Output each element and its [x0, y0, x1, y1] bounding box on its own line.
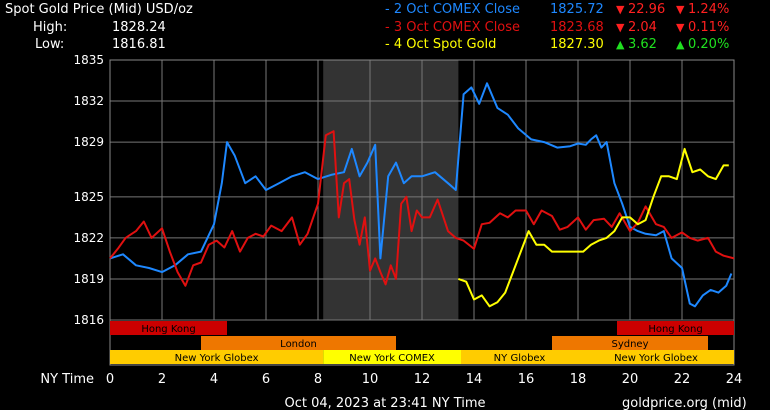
x-tick-label: 20 [622, 372, 639, 387]
session-band [110, 350, 324, 364]
session-label: Sydney [611, 339, 648, 350]
x-tick-label: 10 [362, 372, 379, 387]
x-tick-label: 22 [674, 372, 691, 387]
y-tick-label: 1825 [73, 190, 104, 204]
legend-change: 22.96 [628, 2, 666, 17]
down-arrow-icon: ▼ [616, 3, 625, 16]
legend-pct: 1.24% [688, 2, 730, 17]
x-tick-label: 16 [518, 372, 535, 387]
legend-pct: 0.20% [688, 37, 730, 52]
x-tick-label: 24 [726, 372, 743, 387]
x-tick-label: 14 [466, 372, 483, 387]
plot-frame [109, 59, 735, 366]
session-band [578, 350, 734, 364]
x-tick-label: 4 [210, 372, 218, 387]
down-arrow-icon: ▼ [676, 21, 685, 34]
up-arrow-icon: ▲ [676, 38, 685, 51]
session-band [461, 350, 578, 364]
high-value: 1828.24 [112, 20, 166, 35]
session-label: New York Globex [614, 353, 698, 364]
session-band [323, 350, 461, 364]
legend-label: - 2 Oct COMEX Close [385, 2, 521, 17]
x-tick-label: 2 [158, 372, 166, 387]
session-label: Hong Kong [141, 324, 195, 335]
x-tick-label: 8 [314, 372, 322, 387]
low-label: Low: [35, 37, 65, 52]
session-band [552, 336, 708, 350]
series-line-2 [109, 130, 735, 287]
x-tick-label: 18 [570, 372, 587, 387]
y-tick-label: 1829 [73, 135, 104, 149]
legend-change: 3.62 [628, 37, 657, 52]
down-arrow-icon: ▼ [616, 21, 625, 34]
y-tick-label: 1822 [73, 231, 104, 245]
session-band [110, 321, 227, 335]
down-arrow-icon: ▼ [676, 3, 685, 16]
session-label: New York COMEX [349, 353, 435, 364]
low-value: 1816.81 [112, 37, 166, 52]
series-line-3 [458, 147, 729, 308]
legend-label: - 4 Oct Spot Gold [385, 37, 497, 52]
legend-price: 1827.30 [550, 37, 604, 52]
legend-price: 1825.72 [550, 2, 604, 17]
legend-pct: 0.11% [688, 20, 730, 35]
x-tick-label: 12 [414, 372, 431, 387]
high-label: High: [33, 20, 68, 35]
y-tick-label: 1835 [73, 53, 104, 67]
footer-timestamp: Oct 04, 2023 at 23:41 NY Time [284, 396, 485, 410]
session-label: New York Globex [175, 353, 259, 364]
y-tick-label: 1832 [73, 94, 104, 108]
session-label: London [280, 339, 317, 350]
legend-change: 2.04 [628, 20, 657, 35]
up-arrow-icon: ▲ [616, 38, 625, 51]
session-label: NY Globex [494, 353, 546, 364]
x-axis-label: NY Time [40, 372, 94, 387]
y-tick-label: 1819 [73, 272, 104, 286]
chart-title: Spot Gold Price (Mid) USD/oz [5, 2, 193, 17]
session-band [617, 321, 734, 335]
comex-hours-shade [323, 60, 459, 320]
x-tick-label: 6 [262, 372, 270, 387]
legend-price: 1823.68 [550, 20, 604, 35]
footer-source: goldprice.org (mid) [622, 396, 747, 410]
y-tick-label: 1816 [73, 313, 104, 327]
x-tick-label: 0 [106, 372, 114, 387]
session-band [201, 336, 396, 350]
series-line-1 [109, 82, 733, 308]
legend-label: - 3 Oct COMEX Close [385, 20, 521, 35]
session-label: Hong Kong [648, 324, 702, 335]
